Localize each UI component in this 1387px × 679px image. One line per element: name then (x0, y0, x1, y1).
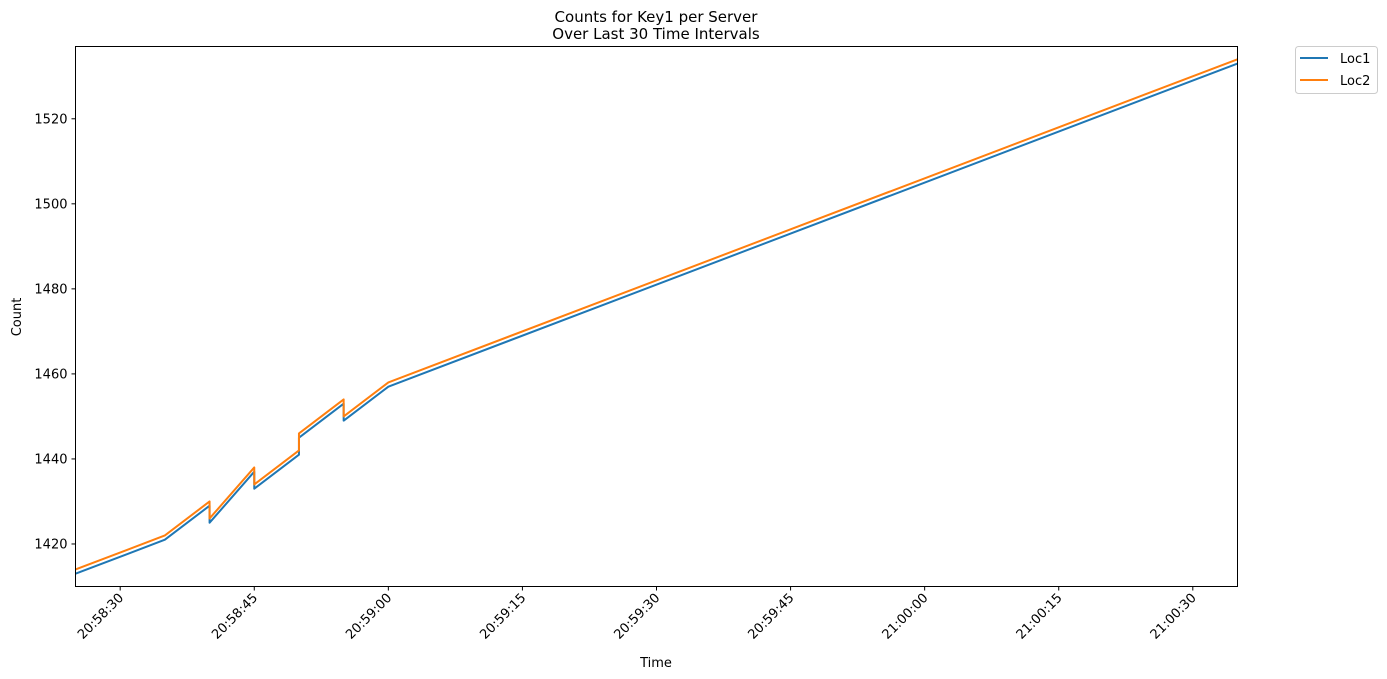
chart-title: Counts for Key1 per Server (555, 8, 759, 26)
series-line-loc1 (75, 62, 1238, 575)
y-tick-label: 1460 (34, 367, 67, 382)
legend-label-loc2: Loc2 (1340, 74, 1370, 89)
x-tick-label: 20:58:45 (209, 591, 261, 643)
chart-subtitle: Over Last 30 Time Intervals (552, 25, 760, 43)
x-tick-label: 20:58:30 (75, 591, 127, 643)
plot-area (75, 46, 1238, 587)
x-axis-label: Time (639, 656, 672, 671)
y-tick-label: 1520 (34, 112, 67, 127)
legend-label-loc1: Loc1 (1340, 52, 1370, 67)
x-axis-ticks: 20:58:30 20:58:45 20:59:00 20:59:15 20:59:30… (75, 586, 1200, 643)
y-tick-label: 1480 (34, 282, 67, 297)
legend: Loc1 Loc2 (1295, 46, 1378, 94)
x-tick-label: 20:59:30 (611, 591, 663, 643)
plot-lines (75, 58, 1238, 575)
y-tick-label: 1420 (34, 537, 67, 552)
x-tick-label: 20:59:45 (746, 591, 798, 643)
x-tick-label: 20:59:00 (343, 591, 395, 643)
y-axis-label: Count (10, 298, 25, 337)
x-tick-label: 21:00:30 (1148, 591, 1200, 643)
x-tick-label: 21:00:15 (1014, 591, 1066, 643)
series-line-loc2 (75, 58, 1238, 571)
y-axis-ticks: 1420 1440 1460 1480 1500 1520 (34, 112, 76, 552)
y-tick-label: 1500 (34, 197, 67, 212)
y-tick-label: 1440 (34, 452, 67, 467)
x-tick-label: 21:00:00 (880, 591, 932, 643)
x-tick-label: 20:59:15 (477, 591, 529, 643)
